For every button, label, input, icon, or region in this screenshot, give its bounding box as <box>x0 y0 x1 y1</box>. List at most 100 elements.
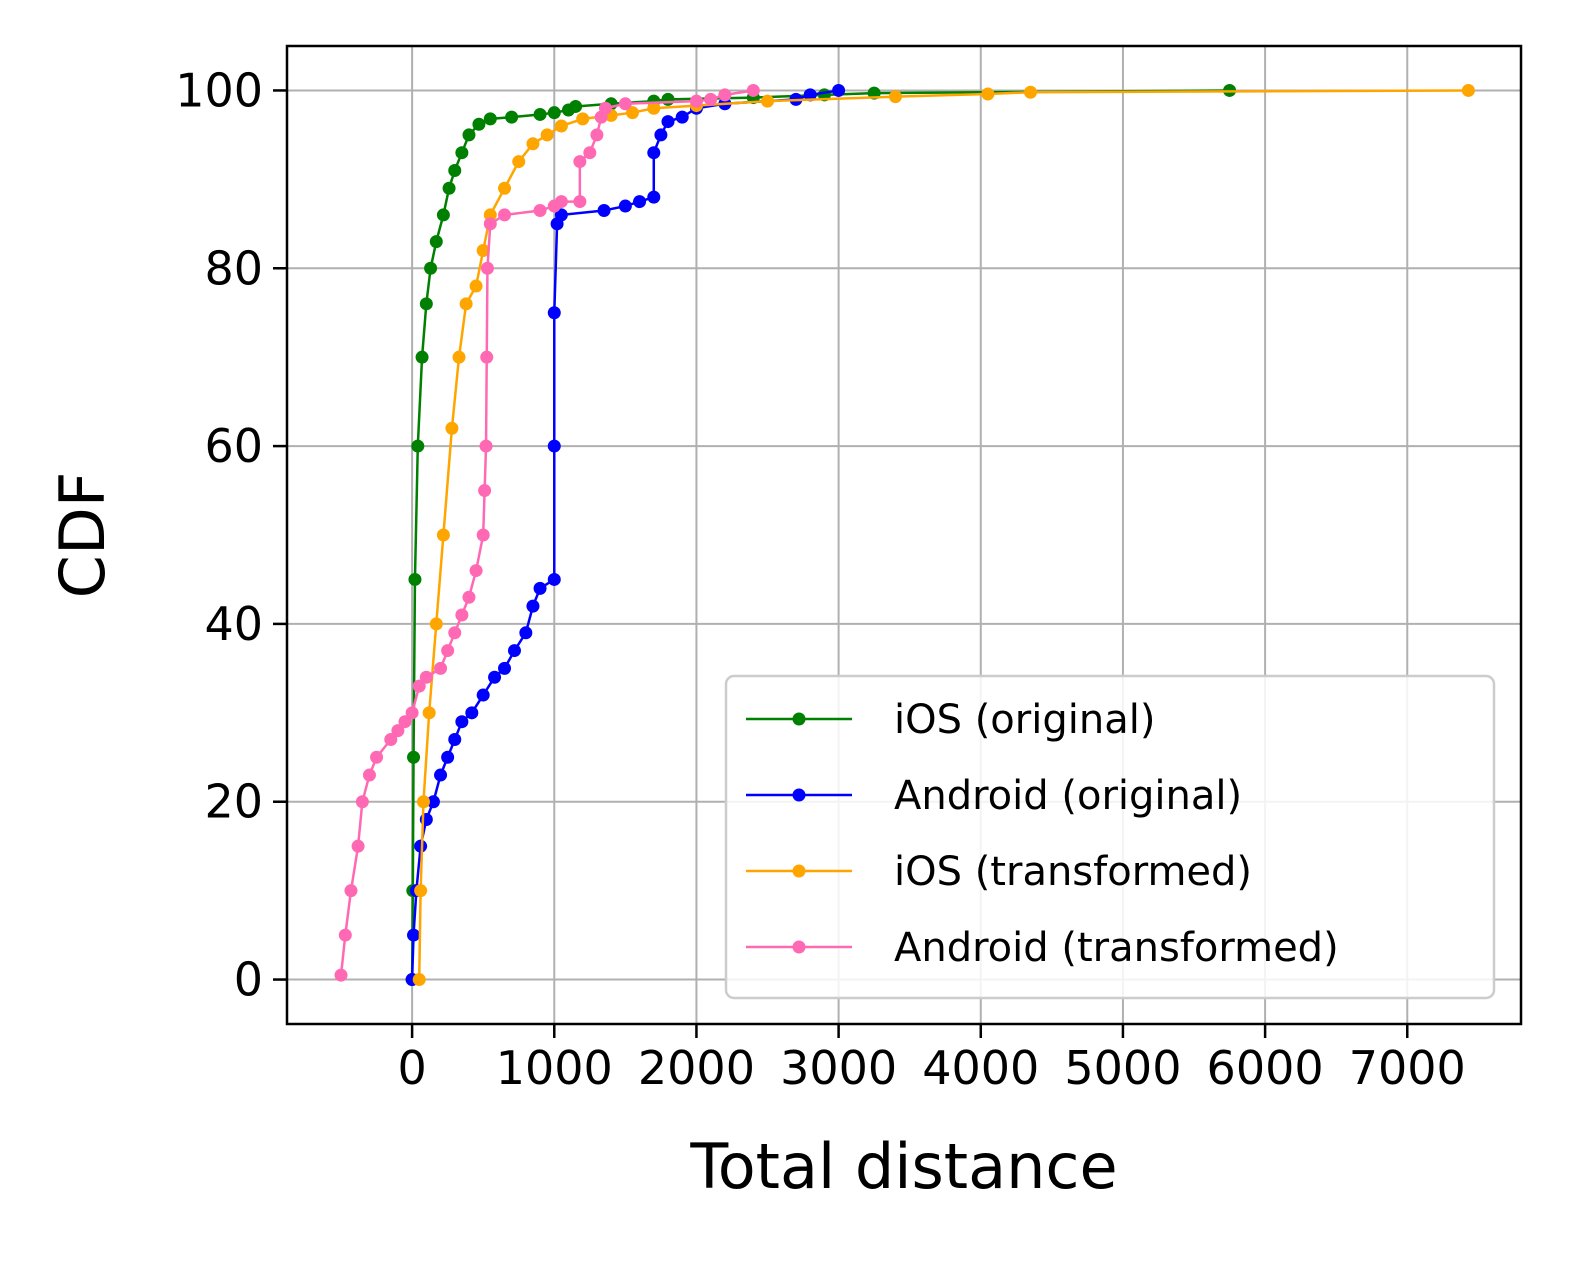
x-tick-label: 0 <box>397 1041 426 1095</box>
legend-item: Android (original) <box>746 773 1242 819</box>
data-point <box>569 99 583 113</box>
data-point <box>452 350 466 364</box>
legend-label: Android (transformed) <box>894 925 1339 971</box>
x-tick-label: 6000 <box>1207 1041 1324 1095</box>
data-point <box>416 795 430 809</box>
data-point <box>573 195 587 209</box>
data-point <box>1461 83 1475 97</box>
data-point <box>411 439 425 453</box>
data-point <box>334 968 348 982</box>
data-point <box>633 195 647 209</box>
series-android-transformed <box>334 83 760 982</box>
data-point <box>554 119 568 133</box>
data-point <box>480 261 494 275</box>
data-point <box>597 203 611 217</box>
y-tick-label: 40 <box>204 597 263 651</box>
legend-item: iOS (original) <box>746 697 1155 743</box>
data-point <box>412 973 426 987</box>
data-point <box>469 279 483 293</box>
data-point <box>455 608 469 622</box>
data-point <box>426 795 440 809</box>
data-point <box>424 261 438 275</box>
x-tick-label: 2000 <box>638 1041 755 1095</box>
data-point <box>647 190 661 204</box>
data-point <box>547 306 561 320</box>
data-point <box>483 208 497 222</box>
x-tick-label: 3000 <box>780 1041 897 1095</box>
data-point <box>448 626 462 640</box>
data-point <box>498 208 512 222</box>
y-tick-label: 80 <box>204 241 263 295</box>
data-point <box>462 590 476 604</box>
data-point <box>441 644 455 658</box>
legend-item: iOS (transformed) <box>746 849 1252 895</box>
y-tick-label: 0 <box>234 953 263 1007</box>
data-point <box>338 928 352 942</box>
data-point <box>476 528 490 542</box>
data-point <box>351 839 365 853</box>
data-point <box>576 112 590 126</box>
data-point <box>488 670 502 684</box>
data-point <box>547 439 561 453</box>
y-axis-label: CDF <box>46 472 119 599</box>
x-tick-label: 7000 <box>1349 1041 1466 1095</box>
series-line <box>339 89 754 976</box>
data-point <box>407 928 421 942</box>
data-point <box>434 768 448 782</box>
data-point <box>355 795 369 809</box>
data-point <box>661 115 675 129</box>
data-point <box>478 484 492 498</box>
data-point <box>526 137 540 151</box>
legend: iOS (original) Android (original) iOS (tra… <box>724 674 1496 1000</box>
data-point <box>391 724 405 738</box>
data-point <box>414 884 428 898</box>
legend-label: iOS (transformed) <box>894 849 1252 895</box>
x-tick-label: 1000 <box>496 1041 613 1095</box>
data-point <box>598 101 612 115</box>
data-point <box>625 106 639 120</box>
data-point <box>362 768 376 782</box>
data-point <box>384 732 398 746</box>
data-point <box>469 564 483 578</box>
data-point <box>344 884 358 898</box>
data-point <box>422 706 436 720</box>
series-ios-transformed <box>412 83 1475 987</box>
data-point <box>554 208 568 222</box>
data-point <box>689 94 703 108</box>
data-point <box>414 839 428 853</box>
data-point <box>415 350 429 364</box>
data-point <box>554 195 568 209</box>
data-point <box>419 297 433 311</box>
data-point <box>1024 85 1038 99</box>
legend-marker <box>792 788 806 802</box>
data-point <box>455 146 469 160</box>
legend-box <box>724 674 1496 1000</box>
data-point <box>590 128 604 142</box>
legend-marker <box>792 712 806 726</box>
data-point <box>434 661 448 675</box>
data-point <box>519 626 533 640</box>
data-point <box>507 644 521 658</box>
data-point <box>661 92 675 106</box>
y-tick-label: 100 <box>175 63 263 117</box>
data-point <box>412 679 426 693</box>
data-point <box>462 128 476 142</box>
data-point <box>429 617 443 631</box>
data-point <box>498 661 512 675</box>
data-point <box>448 163 462 177</box>
data-point <box>480 350 494 364</box>
x-tick-label: 5000 <box>1064 1041 1181 1095</box>
data-point <box>533 581 547 595</box>
data-point <box>583 146 597 160</box>
data-point <box>405 706 419 720</box>
plot-frame <box>285 44 1523 1026</box>
data-point <box>803 88 817 102</box>
data-point <box>476 688 490 702</box>
data-point <box>512 155 526 169</box>
data-point <box>533 203 547 217</box>
data-point <box>479 439 493 453</box>
data-point <box>547 572 561 586</box>
data-point <box>419 670 433 684</box>
data-point <box>505 110 519 124</box>
